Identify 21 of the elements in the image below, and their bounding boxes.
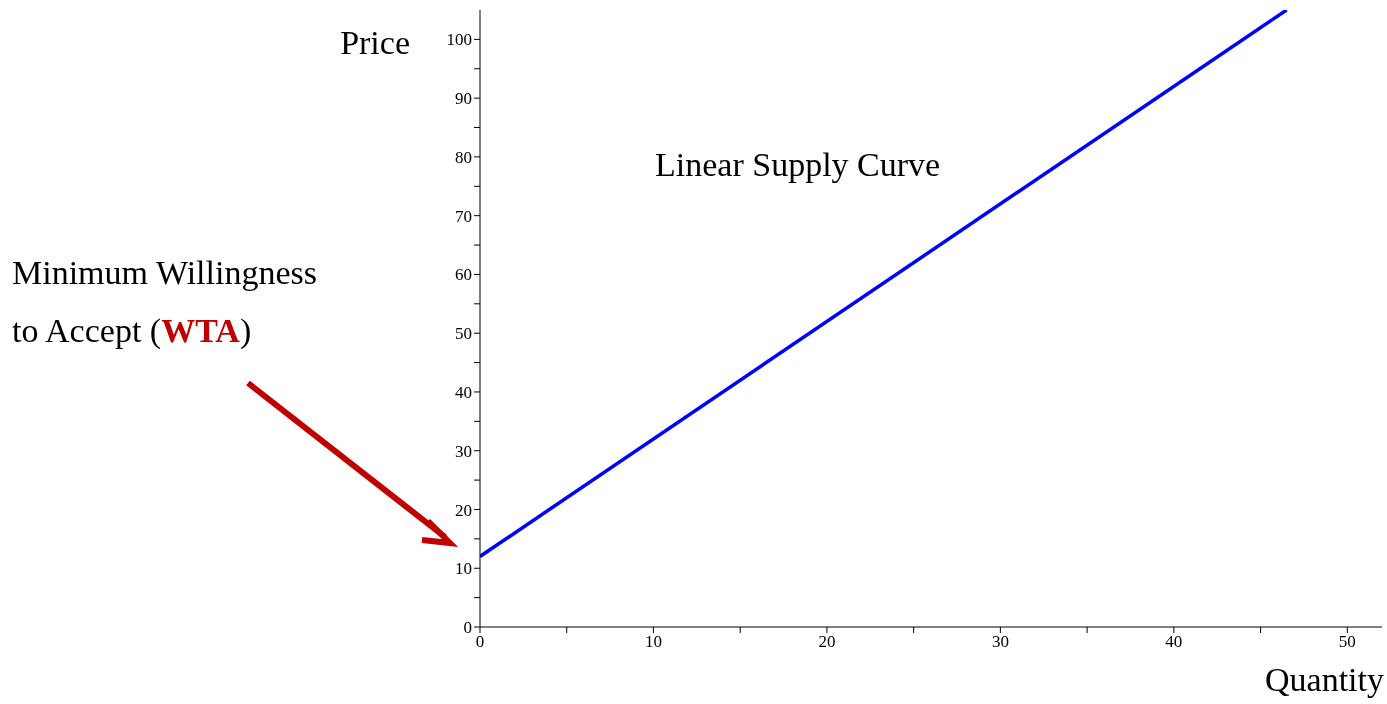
x-axis-title: Quantity (1265, 661, 1384, 698)
y-tick-label: 70 (455, 206, 472, 226)
y-tick-label: 50 (455, 324, 472, 344)
y-tick-label: 30 (455, 441, 472, 461)
annotation: Linear Supply Curve (655, 146, 941, 184)
y-tick-label: 0 (463, 618, 472, 638)
x-tick-label: 0 (475, 632, 485, 652)
x-tick-label: 40 (1165, 632, 1183, 652)
y-axis-title: Price (340, 24, 410, 61)
y-tick-label: 40 (455, 382, 472, 402)
text: Minimum Willingness to Accept (WTA) (12, 254, 317, 350)
y-tick-label: 80 (455, 147, 472, 167)
y-tick-label: 10 (455, 559, 472, 579)
x-tick-label: 50 (1338, 632, 1356, 652)
y-tick-label: 60 (455, 265, 472, 285)
y-tick-label: 100 (446, 30, 472, 50)
x-tick-label: 30 (991, 632, 1009, 652)
x-tick-label: 10 (644, 632, 662, 652)
y-tick-label: 90 (455, 89, 472, 109)
x-tick-label: 20 (818, 632, 836, 652)
y-tick-label: 20 (455, 500, 472, 520)
